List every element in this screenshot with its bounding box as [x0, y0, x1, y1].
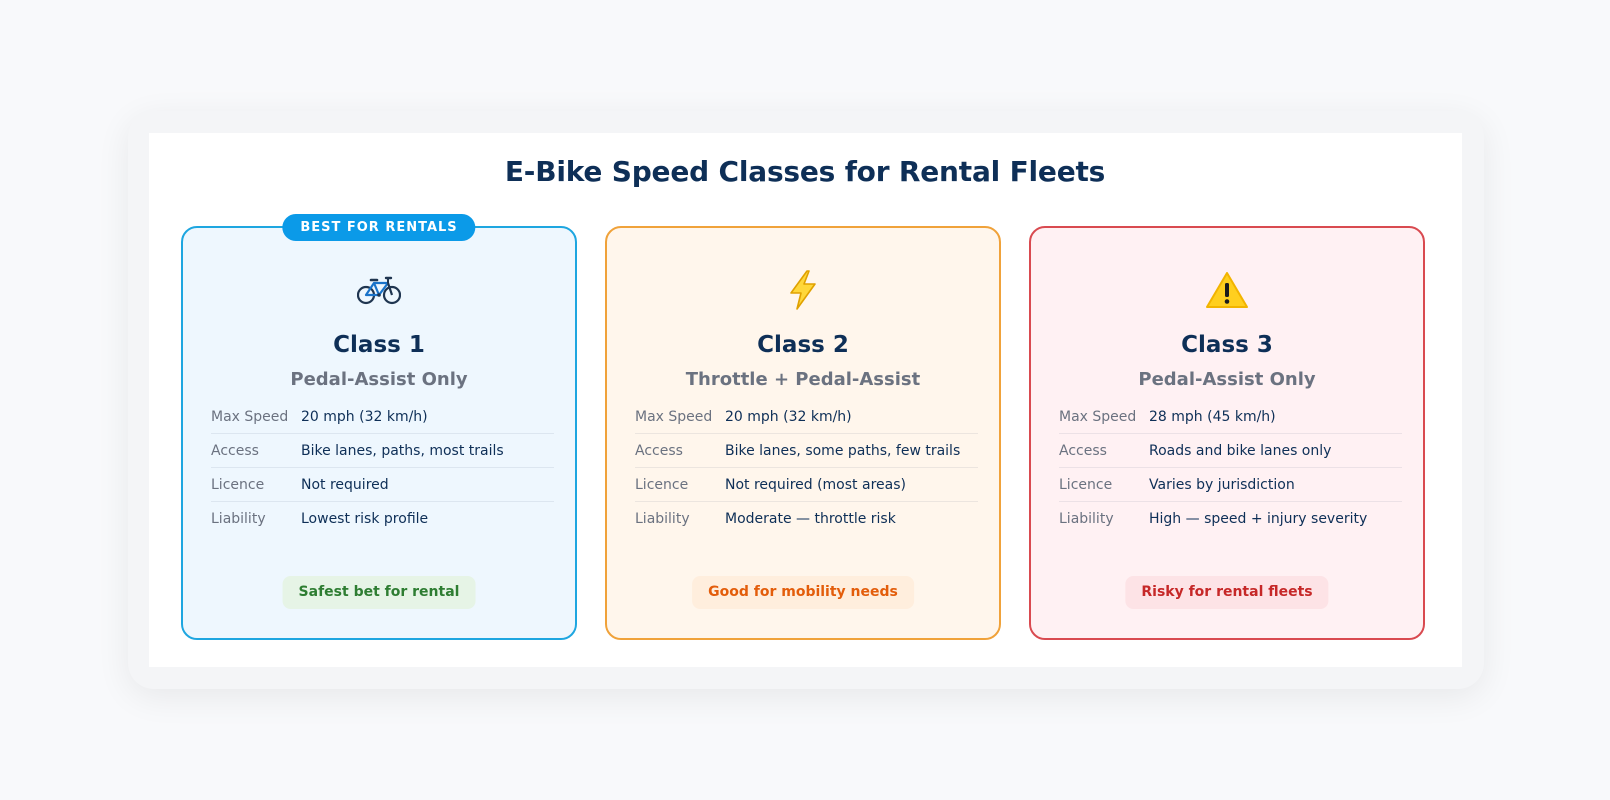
- spec-label: Access: [211, 442, 259, 459]
- card-subtitle: Pedal-Assist Only: [290, 369, 468, 390]
- spec-value: Bike lanes, paths, most trails: [301, 442, 504, 459]
- card-title: Class 2: [757, 332, 849, 358]
- spec-row-max-speed: Max Speed 28 mph (45 km/h): [1059, 400, 1402, 434]
- class-2-card: Class 2 Throttle + Pedal-Assist Max Spee…: [605, 226, 1001, 640]
- card-subtitle: Pedal-Assist Only: [1138, 369, 1316, 390]
- spec-value: Varies by jurisdiction: [1149, 476, 1295, 493]
- spec-value: Roads and bike lanes only: [1149, 442, 1332, 459]
- spec-value: 28 mph (45 km/h): [1149, 408, 1276, 425]
- spec-value: 20 mph (32 km/h): [725, 408, 852, 425]
- spec-row-max-speed: Max Speed 20 mph (32 km/h): [211, 400, 554, 434]
- spec-table: Max Speed 20 mph (32 km/h) Access Bike l…: [635, 400, 978, 536]
- warning-icon: [1031, 268, 1423, 312]
- spec-row-liability: Liability High — speed + injury severity: [1059, 502, 1402, 536]
- spec-table: Max Speed 20 mph (32 km/h) Access Bike l…: [211, 400, 554, 536]
- bicycle-icon: [183, 268, 575, 312]
- spec-row-licence: Licence Varies by jurisdiction: [1059, 468, 1402, 502]
- spec-row-max-speed: Max Speed 20 mph (32 km/h): [635, 400, 978, 434]
- spec-value: Moderate — throttle risk: [725, 511, 896, 527]
- class-1-card: BEST FOR RENTALS Class 1 Pedal-Assist On…: [181, 214, 577, 640]
- spec-label: Liability: [635, 511, 690, 527]
- spec-row-licence: Licence Not required (most areas): [635, 468, 978, 502]
- spec-label: Access: [1059, 442, 1107, 459]
- spec-value: 20 mph (32 km/h): [301, 408, 428, 425]
- class-3-card: Class 3 Pedal-Assist Only Max Speed 28 m…: [1029, 226, 1425, 640]
- spec-label: Licence: [211, 476, 265, 493]
- spec-value: Lowest risk profile: [301, 511, 429, 527]
- spec-value: Not required: [301, 476, 389, 493]
- verdict-tag: Safest bet for rental: [282, 576, 476, 609]
- spec-value: High — speed + injury severity: [1149, 511, 1368, 527]
- spec-value: Not required (most areas): [725, 476, 906, 493]
- spec-value: Bike lanes, some paths, few trails: [725, 442, 961, 459]
- spec-row-access: Access Bike lanes, some paths, few trail…: [635, 434, 978, 468]
- spec-label: Liability: [211, 511, 266, 527]
- spec-label: Max Speed: [211, 408, 289, 425]
- spec-label: Access: [635, 442, 683, 459]
- spec-row-access: Access Roads and bike lanes only: [1059, 434, 1402, 468]
- spec-label: Licence: [635, 476, 689, 493]
- spec-row-liability: Liability Lowest risk profile: [211, 502, 554, 536]
- spec-row-liability: Liability Moderate — throttle risk: [635, 502, 978, 536]
- best-for-rentals-badge: BEST FOR RENTALS: [282, 214, 476, 241]
- lightning-icon: [607, 268, 999, 312]
- spec-label: Max Speed: [635, 408, 713, 425]
- spec-row-licence: Licence Not required: [211, 468, 554, 502]
- spec-label: Licence: [1059, 476, 1113, 493]
- spec-label: Max Speed: [1059, 408, 1137, 425]
- card-title: Class 1: [333, 332, 425, 358]
- spec-table: Max Speed 28 mph (45 km/h) Access Roads …: [1059, 400, 1402, 536]
- spec-row-access: Access Bike lanes, paths, most trails: [211, 434, 554, 468]
- spec-label: Liability: [1059, 511, 1114, 527]
- verdict-tag: Risky for rental fleets: [1125, 576, 1329, 609]
- page-title: E-Bike Speed Classes for Rental Fleets: [504, 155, 1106, 188]
- verdict-tag: Good for mobility needs: [692, 576, 914, 609]
- card-subtitle: Throttle + Pedal-Assist: [685, 369, 921, 390]
- card-title: Class 3: [1181, 332, 1273, 358]
